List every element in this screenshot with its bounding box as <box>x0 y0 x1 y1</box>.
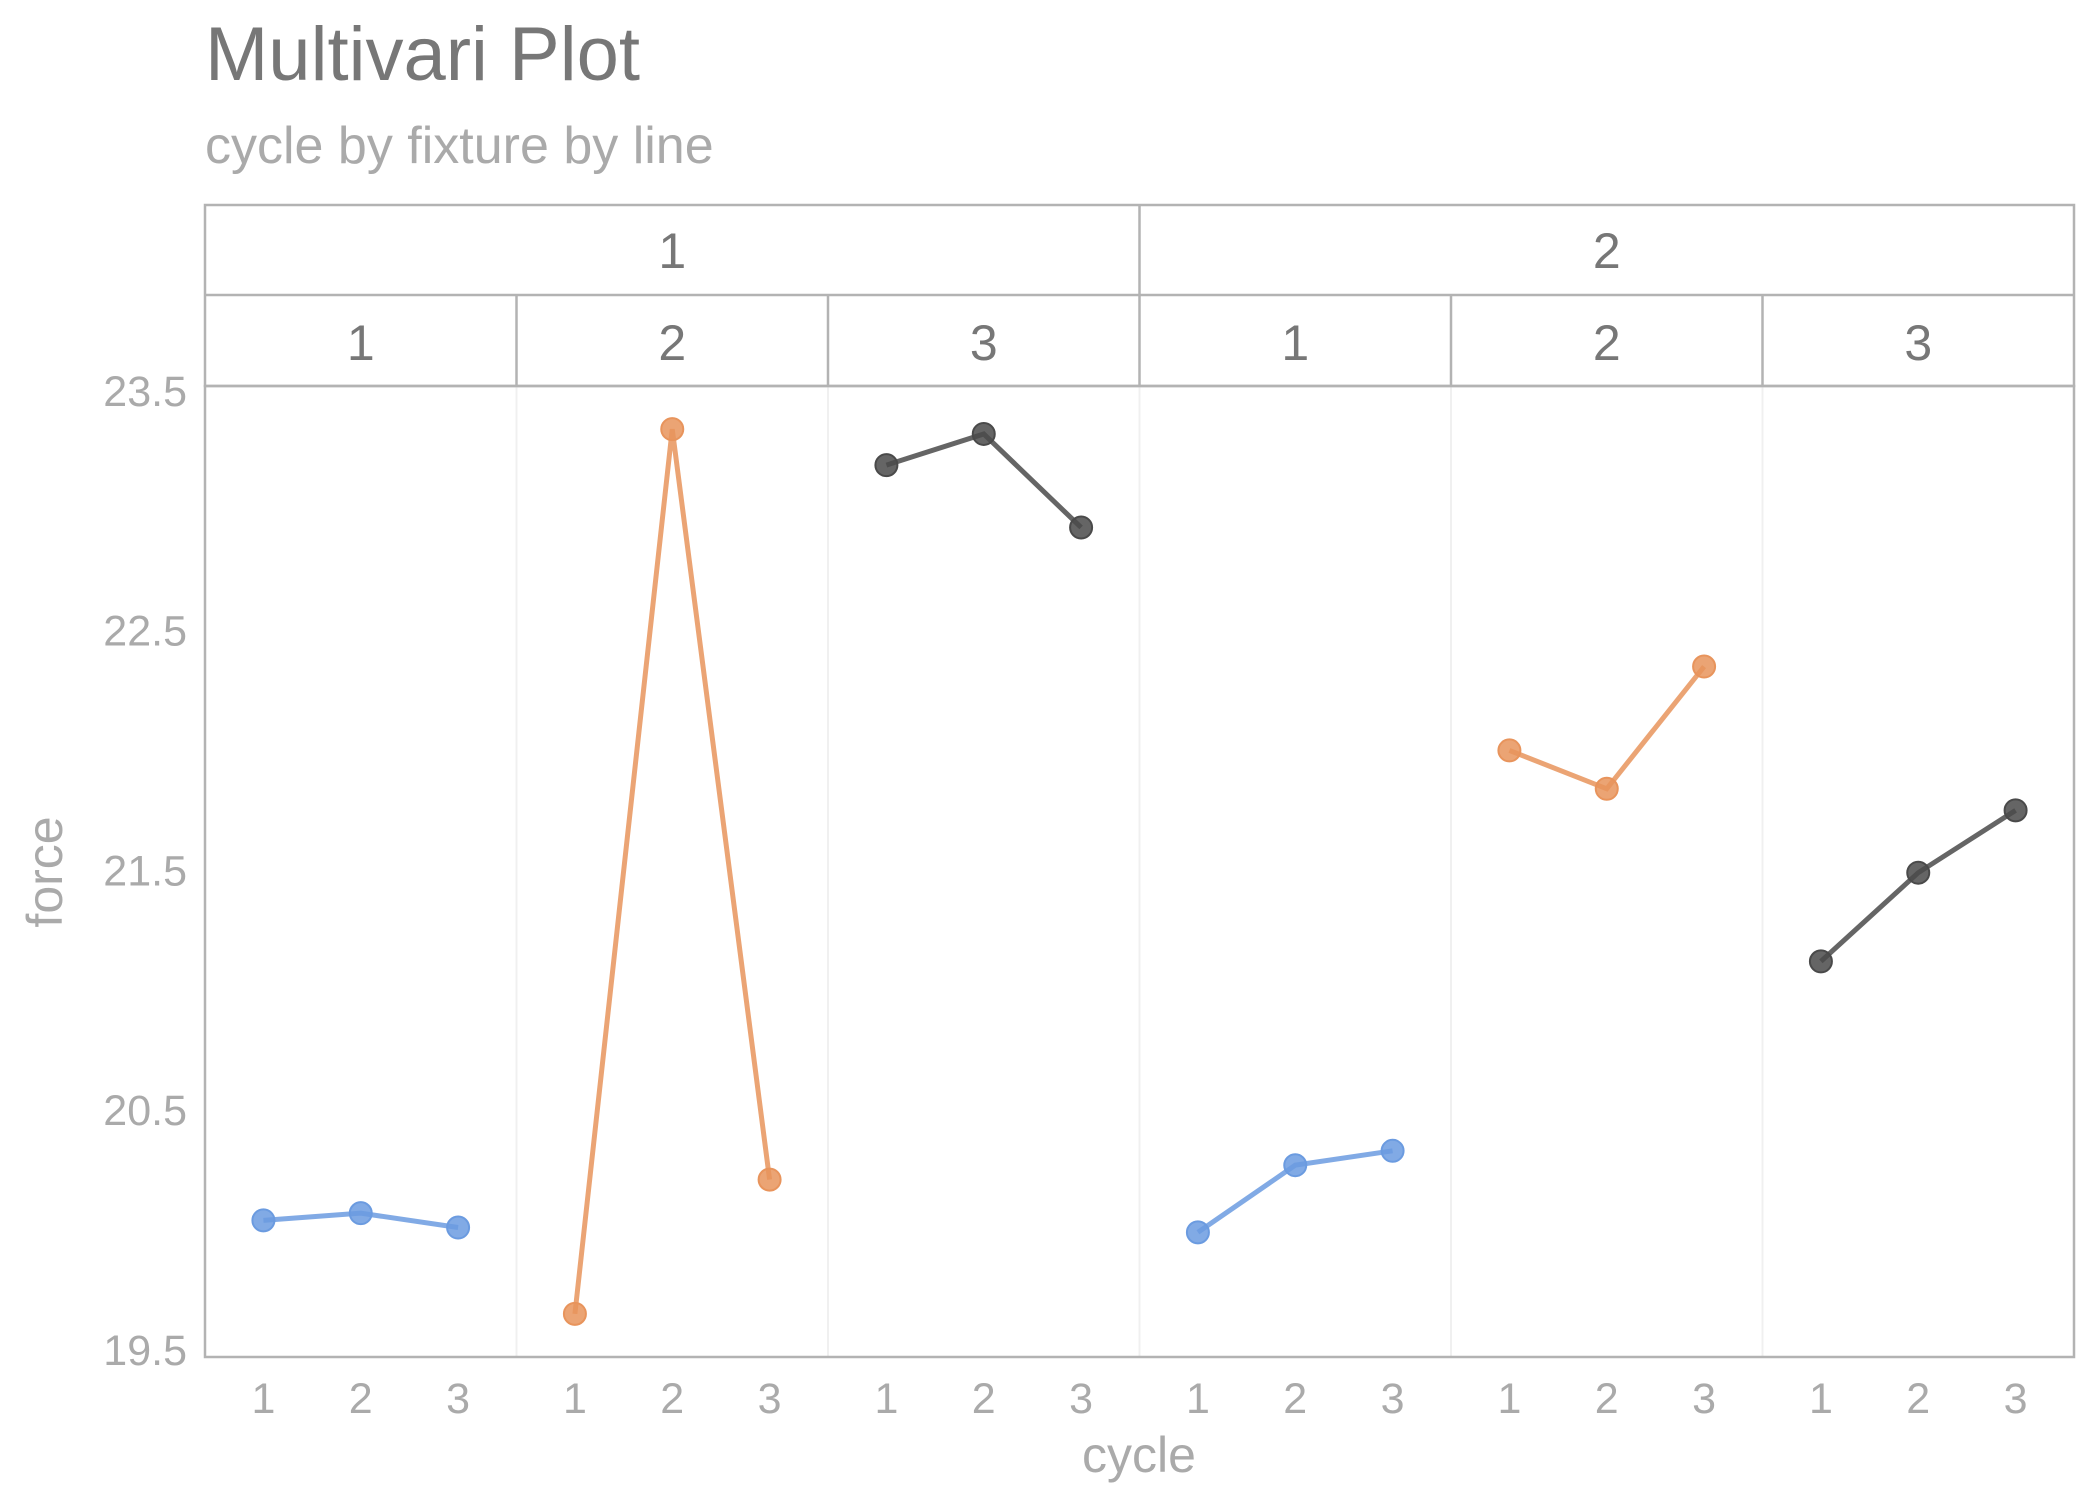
x-tick-label: 1 <box>1186 1375 1210 1423</box>
x-tick-label: 3 <box>1692 1375 1716 1423</box>
x-tick-label: 3 <box>446 1375 470 1423</box>
x-axis-label: cycle <box>1082 1427 1196 1483</box>
data-point <box>1692 654 1717 679</box>
data-point <box>1594 776 1619 801</box>
strip-label-fixture: 1 <box>1281 315 1309 371</box>
y-tick-label: 19.5 <box>103 1327 187 1375</box>
strip-label-fixture: 1 <box>347 315 375 371</box>
series-line <box>1508 664 1707 792</box>
x-tick-label: 2 <box>972 1375 996 1423</box>
x-tick-label: 3 <box>1381 1375 1405 1423</box>
data-point <box>446 1215 471 1240</box>
strip-label-line: 1 <box>658 223 686 279</box>
y-tick-label: 21.5 <box>103 847 187 895</box>
y-tick-label: 23.5 <box>103 368 187 416</box>
x-tick-label: 1 <box>563 1375 587 1423</box>
data-point <box>1906 860 1931 885</box>
series-line <box>1819 808 2017 964</box>
x-tick-label: 2 <box>660 1375 684 1423</box>
chart-title: Multivari Plot <box>205 12 640 97</box>
strip-label-line: 2 <box>1593 223 1621 279</box>
strip-label-fixture: 2 <box>1593 315 1621 371</box>
x-tick-label: 2 <box>349 1375 373 1423</box>
data-point <box>2003 798 2028 823</box>
data-point <box>660 417 685 442</box>
data-point <box>1185 1220 1210 1245</box>
strip-label-fixture: 2 <box>658 315 686 371</box>
data-point <box>757 1167 782 1192</box>
y-tick-label: 20.5 <box>103 1087 187 1135</box>
series-line <box>572 428 773 1315</box>
data-point <box>348 1201 373 1226</box>
data-point <box>874 453 899 478</box>
data-point <box>562 1301 587 1326</box>
data-point <box>1283 1153 1308 1178</box>
data-point <box>1380 1138 1405 1163</box>
data-point <box>1069 515 1094 540</box>
y-axis-label: force <box>17 816 73 927</box>
data-point <box>251 1208 276 1233</box>
x-tick-label: 2 <box>1283 1375 1307 1423</box>
x-tick-label: 3 <box>758 1375 782 1423</box>
data-point <box>1497 738 1522 763</box>
strip-label-fixture: 3 <box>970 315 998 371</box>
data-point <box>971 421 996 446</box>
plot-border <box>203 384 2076 1359</box>
data-point <box>1808 949 1833 974</box>
x-tick-label: 2 <box>1906 1375 1930 1423</box>
series-line <box>885 431 1083 530</box>
x-tick-label: 1 <box>1497 1375 1521 1423</box>
chart-subtitle: cycle by fixture by line <box>205 117 714 175</box>
x-tick-label: 1 <box>874 1375 898 1423</box>
x-tick-label: 1 <box>1809 1375 1833 1423</box>
x-tick-label: 1 <box>251 1375 275 1423</box>
x-tick-label: 2 <box>1595 1375 1619 1423</box>
x-tick-label: 3 <box>2004 1375 2028 1423</box>
y-tick-label: 22.5 <box>103 608 187 656</box>
strip-label-fixture: 3 <box>1904 315 1932 371</box>
x-tick-label: 3 <box>1069 1375 1093 1423</box>
